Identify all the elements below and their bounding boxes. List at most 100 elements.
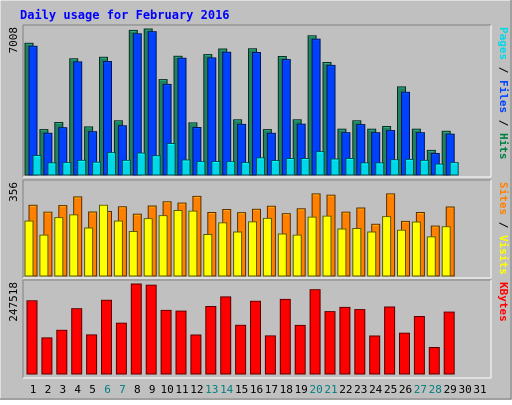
panel-kbytes: 247518 KBytes <box>7 279 510 379</box>
bar-kbytes-day-3 <box>56 329 68 375</box>
bar-kbytes-day-16 <box>250 300 261 375</box>
bar-kbytes-day-9 <box>145 284 157 375</box>
bar-sites-day-23 <box>352 228 362 277</box>
bar-sites-day-15 <box>233 231 243 277</box>
bar-kbytes-day-21 <box>324 311 336 375</box>
bar-kbytes-day-18 <box>279 298 291 375</box>
bar-pages-day-28 <box>434 163 444 176</box>
legend-part-hits-2: Files <box>497 80 510 113</box>
bar-pages-day-9 <box>151 155 161 176</box>
bar-kbytes-day-1 <box>26 300 38 375</box>
bar-pages-day-16 <box>256 157 265 176</box>
legend-part-hits-1: / <box>497 60 510 80</box>
x-tick-label-day-9: 9 <box>149 383 156 396</box>
bar-pages-day-27 <box>419 159 429 176</box>
bar-pages-day-1 <box>32 155 42 176</box>
bar-kbytes-day-24 <box>369 335 381 375</box>
x-tick-label-day-18: 18 <box>280 383 293 396</box>
bar-pages-day-10 <box>166 143 176 176</box>
x-tick-label-day-20: 20 <box>309 383 322 396</box>
bar-files-day-11 <box>177 57 187 176</box>
bar-files-day-18 <box>281 59 291 176</box>
x-tick-label-day-31: 31 <box>473 383 486 396</box>
x-tick-label-day-26: 26 <box>399 383 412 396</box>
bar-pages-day-6 <box>107 152 116 176</box>
bar-kbytes-day-23 <box>354 309 366 375</box>
x-tick-label-day-17: 17 <box>265 383 278 396</box>
x-tick-label-day-25: 25 <box>384 383 397 396</box>
bar-kbytes-day-4 <box>71 308 83 375</box>
bar-sites-day-22 <box>337 228 347 277</box>
bar-kbytes-day-2 <box>41 337 53 375</box>
x-tick-label-day-4: 4 <box>74 383 81 396</box>
bar-pages-day-5 <box>92 161 102 176</box>
panel-hits: 7008 Pages / Files / Hits <box>7 24 510 178</box>
bar-sites-day-4 <box>69 214 79 277</box>
bar-kbytes-day-14 <box>220 296 232 375</box>
legend-part-visits-0: Sites <box>497 182 510 215</box>
bar-sites-day-25 <box>382 216 392 277</box>
bar-pages-day-17 <box>270 160 280 176</box>
x-tick-label-day-6: 6 <box>104 383 111 396</box>
bar-pages-day-24 <box>375 162 385 176</box>
bar-kbytes-day-26 <box>399 332 410 375</box>
bar-sites-day-24 <box>367 231 377 277</box>
panel-visits-ymax-label: 356 <box>7 182 20 202</box>
bar-kbytes-day-7 <box>115 322 127 375</box>
x-tick-label-day-19: 19 <box>295 383 308 396</box>
x-tick-label-day-3: 3 <box>59 383 66 396</box>
bar-sites-day-11 <box>173 210 183 277</box>
panel-visits: 356 Sites / Visits <box>7 179 510 279</box>
bar-kbytes-day-8 <box>130 283 142 375</box>
bar-kbytes-day-11 <box>175 310 187 375</box>
bar-files-day-4 <box>73 61 83 176</box>
bar-pages-day-29 <box>449 162 459 176</box>
panel-visits-legend: Sites / Visits <box>497 182 510 275</box>
bar-files-day-13 <box>207 57 217 176</box>
x-tick-label-day-12: 12 <box>190 383 203 396</box>
bar-pages-day-20 <box>315 151 325 176</box>
bar-sites-day-16 <box>248 221 257 277</box>
bar-pages-day-4 <box>77 159 87 176</box>
bar-pages-day-2 <box>47 162 57 176</box>
bar-kbytes-day-29 <box>443 311 455 375</box>
bar-kbytes-day-17 <box>264 335 276 375</box>
bar-sites-day-10 <box>158 215 168 277</box>
bar-sites-day-14 <box>218 222 228 277</box>
bar-sites-day-27 <box>411 221 421 277</box>
bar-files-day-9 <box>147 31 157 176</box>
bar-kbytes-day-13 <box>205 306 217 375</box>
bar-sites-day-17 <box>262 217 272 277</box>
bar-kbytes-day-28 <box>428 347 440 375</box>
x-tick-label-day-15: 15 <box>235 383 248 396</box>
bar-kbytes-day-6 <box>101 299 112 375</box>
bar-sites-day-26 <box>397 229 406 277</box>
bar-files-day-14 <box>222 51 232 176</box>
x-tick-label-day-27: 27 <box>414 383 427 396</box>
bar-pages-day-15 <box>241 162 251 176</box>
bar-pages-day-25 <box>390 159 400 176</box>
legend-part-hits-3: / <box>497 113 510 133</box>
x-tick-label-day-21: 21 <box>324 383 337 396</box>
bar-sites-day-7 <box>113 220 123 277</box>
bar-pages-day-14 <box>226 161 236 176</box>
panel-kbytes-ymax-label: 247518 <box>7 282 20 322</box>
bar-sites-day-28 <box>426 236 436 277</box>
bar-pages-day-26 <box>405 158 414 176</box>
bar-sites-day-20 <box>307 216 317 277</box>
x-tick-label-day-14: 14 <box>220 383 234 396</box>
bar-pages-day-13 <box>211 161 221 176</box>
chart-title: Daily usage for February 2016 <box>20 8 230 22</box>
x-tick-label-day-1: 1 <box>30 383 37 396</box>
bar-kbytes-day-20 <box>309 289 321 375</box>
bar-pages-day-12 <box>196 161 206 176</box>
bar-kbytes-day-12 <box>190 334 202 375</box>
x-tick-label-day-22: 22 <box>339 383 352 396</box>
x-tick-label-day-29: 29 <box>444 383 457 396</box>
bar-sites-day-1 <box>24 220 34 277</box>
bar-kbytes-day-10 <box>160 309 172 375</box>
bar-pages-day-22 <box>345 158 355 176</box>
legend-part-kbytes-0: KBytes <box>497 282 510 322</box>
bar-kbytes-day-19 <box>294 324 306 375</box>
